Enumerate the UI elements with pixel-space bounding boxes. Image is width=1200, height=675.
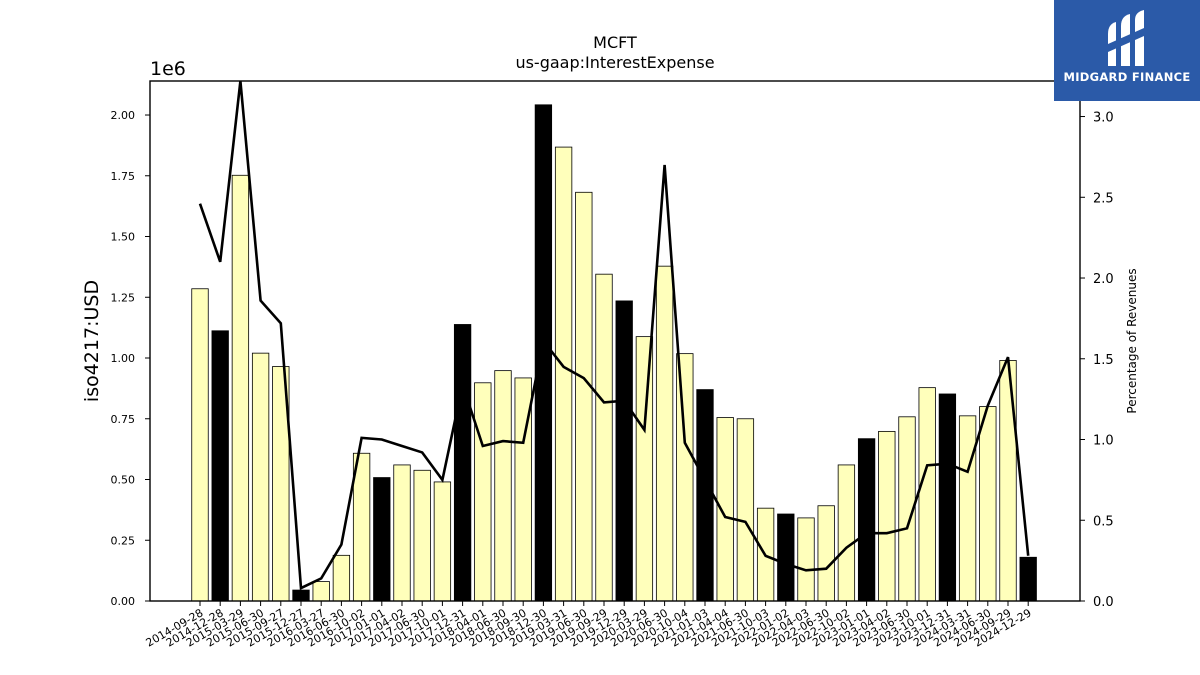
bar-2021-01-03 xyxy=(696,389,714,602)
y-left-tick-label: 0.50 xyxy=(111,474,136,487)
bar-2021-04-04 xyxy=(716,417,734,602)
bar-2020-03-29 xyxy=(635,336,654,602)
bar-2020-06-30 xyxy=(655,265,674,602)
bar-2024-03-31 xyxy=(958,415,977,602)
bar-2016-06-30 xyxy=(332,554,351,602)
bars-layer xyxy=(191,104,1037,602)
y-offset-label: 1e6 xyxy=(150,58,186,80)
bar-2015-06-30 xyxy=(251,352,270,602)
bar-2020-10-04 xyxy=(676,353,694,602)
y-left-tick-label: 1.50 xyxy=(111,231,136,244)
y-left-tick-label: 0.75 xyxy=(111,413,136,426)
bar-2018-06-30 xyxy=(494,370,512,602)
bar-2019-12-29 xyxy=(615,300,633,602)
bar-2024-06-30 xyxy=(979,406,997,602)
bar-2023-10-01 xyxy=(918,387,936,602)
bar-2019-06-30 xyxy=(575,191,593,602)
y-right-tick-label: 0.5 xyxy=(1093,514,1114,529)
bar-2022-04-03 xyxy=(797,517,815,602)
bar-2015-03-29 xyxy=(231,174,250,602)
bar-2017-06-30 xyxy=(413,469,431,602)
y-left-tick-label: 0.25 xyxy=(111,534,136,547)
y-right-tick-label: 1.5 xyxy=(1093,353,1114,368)
bar-2014-12-28 xyxy=(211,330,229,602)
line-layer xyxy=(198,80,1030,591)
chart-subtitle: us-gaap:InterestExpense xyxy=(515,53,714,72)
bar-2022-01-02 xyxy=(777,513,795,602)
y-right-tick-label: 3.0 xyxy=(1093,111,1114,126)
x-axis: 2014-09-282014-12-282015-03-292015-06-30… xyxy=(144,601,1034,650)
percentage-line xyxy=(198,80,1030,591)
bar-2023-04-02 xyxy=(878,430,896,602)
bar-2022-06-30 xyxy=(817,505,835,602)
y-right-tick-label: 2.0 xyxy=(1093,272,1114,287)
bar-2019-09-29 xyxy=(595,273,613,602)
y-left-tick-label: 1.75 xyxy=(111,170,136,183)
bar-2024-12-29 xyxy=(1019,556,1037,602)
y-axis-right: 0.0 0.5 1.0 1.5 2.0 2.5 3.0 xyxy=(1080,111,1114,610)
y-right-tick-label: 1.0 xyxy=(1093,434,1114,449)
brand-logo-text: MIDGARD FINANCE xyxy=(1063,70,1191,84)
y-right-tick-label: 2.5 xyxy=(1093,191,1114,206)
bar-2017-10-01 xyxy=(433,481,452,602)
bar-2017-12-31 xyxy=(453,324,472,602)
brand-logo: MIDGARD FINANCE xyxy=(1054,0,1200,101)
bar-2019-03-31 xyxy=(554,146,573,602)
y-axis-right-label: Percentage of Revenues xyxy=(1125,268,1139,413)
bar-2015-12-27 xyxy=(292,589,310,602)
y-left-tick-label: 0.00 xyxy=(111,595,136,608)
bar-2014-09-28 xyxy=(191,288,209,602)
y-left-tick-label: 1.00 xyxy=(111,352,136,365)
midgard-logo-icon xyxy=(1108,10,1144,66)
bar-2023-12-31 xyxy=(938,393,957,602)
bar-2021-06-30 xyxy=(736,418,755,602)
y-left-tick-label: 1.25 xyxy=(111,291,136,304)
bar-2024-09-29 xyxy=(999,360,1017,602)
bar-2016-03-27 xyxy=(312,581,330,602)
plot-frame xyxy=(149,80,1081,602)
bar-2017-04-02 xyxy=(393,464,411,602)
bar-2016-10-02 xyxy=(352,452,371,602)
y-axis-left-label: iso4217:USD xyxy=(81,280,103,402)
bar-2023-01-01 xyxy=(857,438,876,602)
bar-2017-01-01 xyxy=(373,477,391,602)
y-left-tick-label: 2.00 xyxy=(111,109,136,122)
y-right-tick-label: 0.0 xyxy=(1093,595,1114,610)
bar-2018-04-01 xyxy=(474,382,492,602)
bar-2022-10-02 xyxy=(837,464,856,602)
bar-2018-12-30 xyxy=(534,104,553,602)
chart-title: MCFT xyxy=(593,33,637,52)
y-axis-left: 0.00 0.25 0.50 0.75 1.00 1.25 1.50 1.75 2.00 xyxy=(111,109,150,608)
